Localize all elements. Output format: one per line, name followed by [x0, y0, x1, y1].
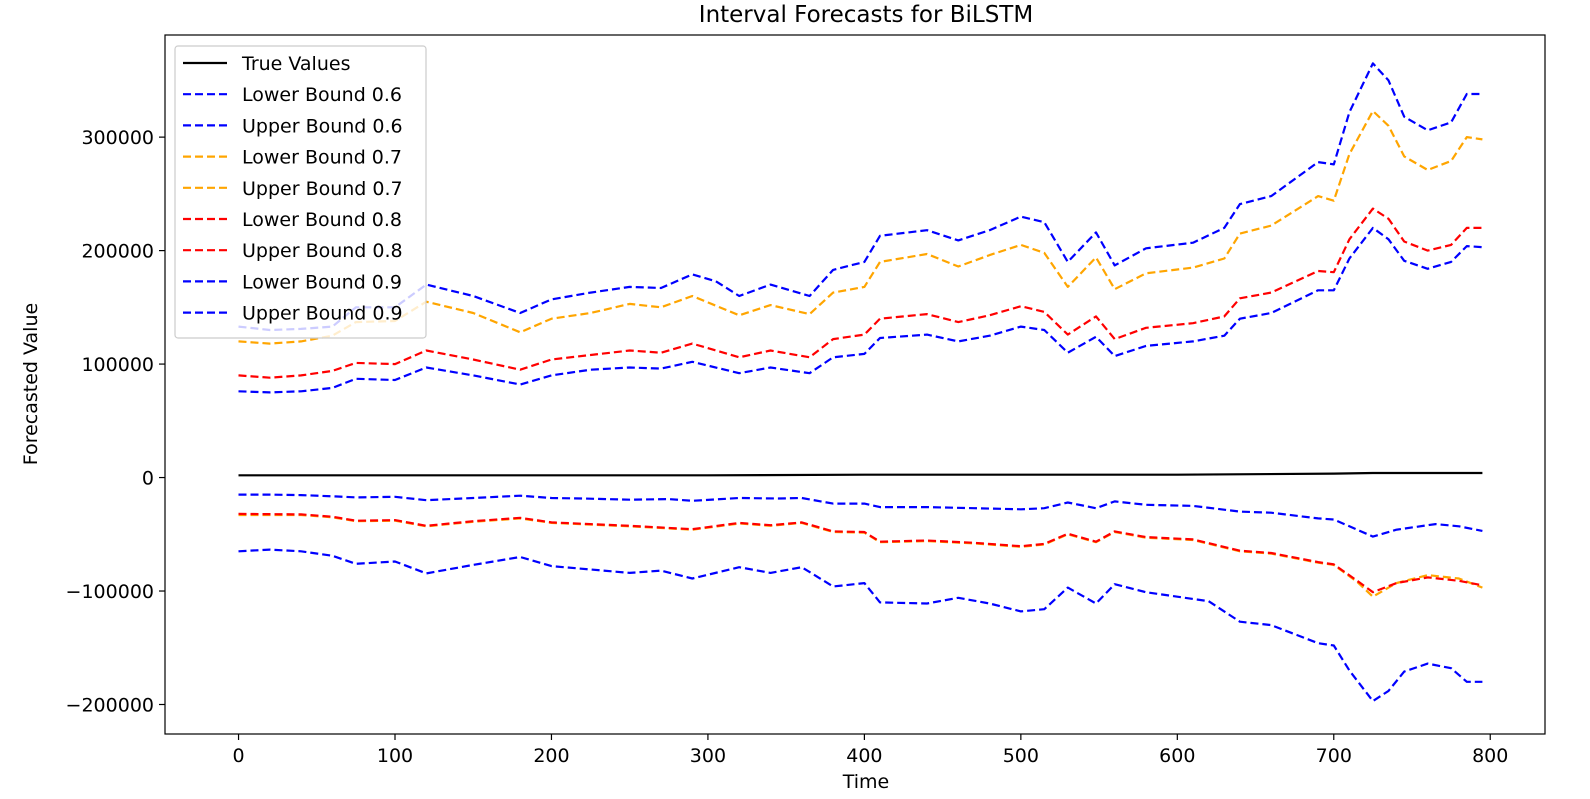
series-line-2: [238, 62, 1483, 332]
legend-box: [174, 45, 427, 339]
legend-label: Lower Bound 0.8: [242, 209, 402, 231]
series-lines: [238, 62, 1483, 703]
y-tick-label: 300000: [81, 127, 154, 149]
chart-title: Interval Forecasts for BiLSTM: [699, 2, 1033, 28]
x-tick-label: 700: [1316, 745, 1352, 767]
series-line-6: [238, 207, 1483, 379]
x-tick-label: 200: [533, 745, 569, 767]
legend-label: Lower Bound 0.7: [242, 147, 402, 169]
legend-label: Lower Bound 0.9: [242, 271, 402, 293]
series-line-1: [238, 493, 1483, 538]
series-line-7: [238, 548, 1483, 703]
legend-label: Upper Bound 0.6: [242, 115, 403, 137]
y-tick-label: −200000: [66, 694, 154, 716]
y-tick-label: 200000: [81, 241, 154, 263]
x-tick-label: 400: [846, 745, 882, 767]
x-tick-label: 300: [690, 745, 726, 767]
x-tick-label: 500: [1003, 745, 1039, 767]
x-tick-label: 0: [232, 745, 244, 767]
legend-label: Upper Bound 0.8: [242, 240, 403, 262]
legend-label: Upper Bound 0.7: [242, 178, 403, 200]
legend: True Values Lower Bound 0.6 Upper Bound 0.…: [174, 45, 427, 339]
series-line-4: [238, 109, 1483, 345]
legend-label: Lower Bound 0.6: [242, 84, 402, 106]
x-tick-label: 800: [1472, 745, 1508, 767]
series-line-8: [238, 226, 1483, 394]
legend-label: Upper Bound 0.9: [242, 303, 403, 325]
x-axis-label: Time: [842, 771, 890, 793]
plot-frame: [164, 34, 1546, 735]
series-line-0: [238, 471, 1483, 477]
x-tick-label: 600: [1159, 745, 1195, 767]
x-axis-ticks: 0 100 200 300 400 500 600 700 800: [232, 734, 1508, 767]
y-tick-label: 0: [142, 468, 154, 490]
x-tick-label: 100: [377, 745, 413, 767]
series-line-5: [238, 512, 1483, 594]
y-tick-label: −100000: [66, 581, 154, 603]
y-tick-label: 100000: [81, 354, 154, 376]
y-axis-ticks: −200000 −100000 0 100000 200000 300000: [66, 127, 165, 716]
y-axis-label: Forecasted Value: [20, 303, 42, 465]
legend-label: True Values: [241, 53, 350, 75]
